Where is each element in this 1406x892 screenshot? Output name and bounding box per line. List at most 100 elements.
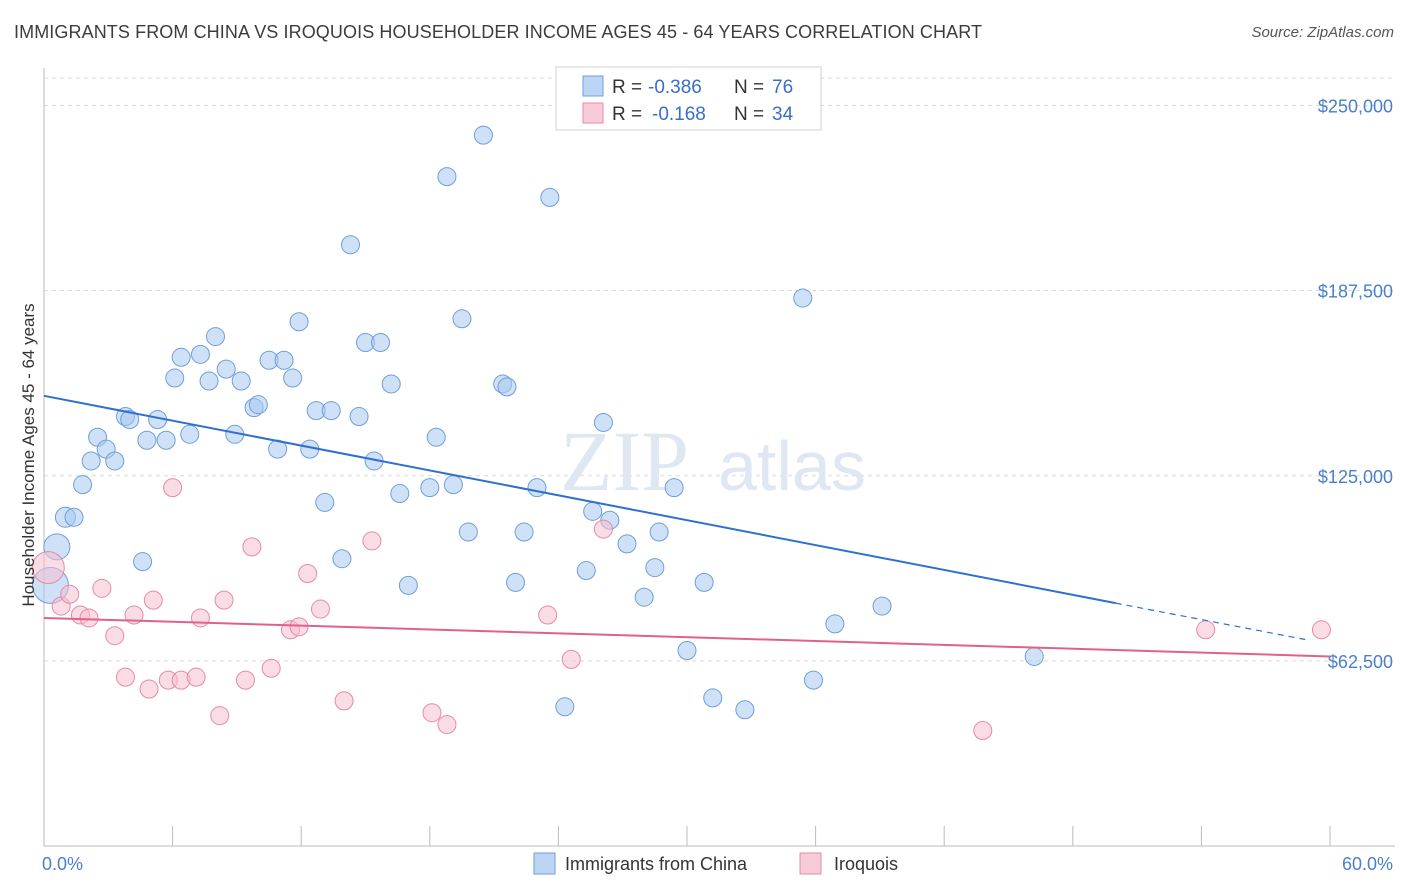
china-point [872, 596, 892, 616]
x-tick-label-max: 60.0% [1342, 854, 1393, 874]
legend-iroquois-r-label: R = [612, 104, 642, 125]
china-point [248, 395, 268, 415]
china-point [645, 558, 665, 578]
legend-iroquois-n-value: 34 [772, 104, 794, 125]
china-point [156, 430, 176, 450]
x-tick-label-min: 0.0% [42, 854, 83, 874]
source-label: Source: ZipAtlas.com [1251, 24, 1394, 41]
china-point [514, 522, 534, 542]
iroquois-point [422, 703, 442, 723]
iroquois-point [92, 578, 112, 598]
china-point [634, 587, 654, 607]
china-point [133, 552, 153, 572]
bottom-legend-iroquois-label: Iroquois [834, 854, 898, 874]
china-point [1024, 646, 1044, 666]
watermark-atlas: atlas [718, 427, 866, 505]
china-point [216, 359, 236, 379]
iroquois-point [538, 605, 558, 625]
china-point [426, 427, 446, 447]
china-point [437, 167, 457, 187]
iroquois-point [79, 608, 99, 628]
bottom-legend-swatch-iroquois [799, 852, 822, 875]
china-point [190, 344, 210, 364]
legend-swatch-iroquois [582, 102, 604, 124]
china-point [458, 522, 478, 542]
iroquois-point [242, 537, 262, 557]
china-point [664, 478, 684, 498]
iroquois-point [437, 715, 457, 735]
y-tick-label: $62,500 [1328, 652, 1393, 672]
iroquois-point [310, 599, 330, 619]
legend-china-r-label: R = [612, 77, 642, 98]
legend-china-n-label: N = [734, 77, 764, 98]
bottom-legend-china-label: Immigrants from China [565, 854, 748, 874]
china-point [443, 475, 463, 495]
chart-title: IMMIGRANTS FROM CHINA VS IROQUOIS HOUSEH… [14, 22, 983, 42]
china-point [677, 641, 697, 661]
legend-china-n-value: 76 [772, 77, 793, 98]
legend-swatch-china [582, 75, 604, 97]
y-tick-label: $250,000 [1318, 97, 1393, 117]
axes [43, 68, 1395, 847]
china-point [205, 327, 225, 347]
iroquois-point [973, 720, 993, 740]
china-point [694, 572, 714, 592]
y-tick-labels: $62,500 $125,000 $187,500 $250,000 [1318, 97, 1393, 672]
legend-iroquois-n-label: N = [734, 104, 764, 125]
iroquois-point [115, 667, 135, 687]
china-point [283, 368, 303, 388]
bottom-legend-swatch-china [533, 852, 556, 875]
china-point [390, 484, 410, 504]
china-point [64, 507, 84, 527]
correlation-legend: R = -0.386 N = 76 R = -0.168 N = 34 [555, 66, 822, 131]
grid-lines [44, 77, 1395, 662]
iroquois-point [139, 679, 159, 699]
china-trend-line [43, 394, 1116, 605]
china-point [583, 501, 603, 521]
china-point [617, 534, 637, 554]
china-point [540, 187, 560, 207]
iroquois-point [289, 617, 309, 637]
china-point [105, 451, 125, 471]
china-point [289, 312, 309, 332]
iroquois-points [31, 478, 1331, 740]
iroquois-point [105, 626, 125, 646]
y-axis-title: Householder Income Ages 45 - 64 years [19, 303, 38, 606]
iroquois-point [60, 584, 80, 604]
china-point [332, 549, 352, 569]
china-point [825, 614, 845, 634]
china-point [497, 377, 517, 397]
iroquois-point [124, 605, 144, 625]
china-point [120, 409, 140, 429]
china-point [555, 697, 575, 717]
china-point [452, 309, 472, 329]
china-point [735, 700, 755, 720]
iroquois-point [163, 478, 183, 498]
china-point [171, 347, 191, 367]
iroquois-point [143, 590, 163, 610]
china-point [649, 522, 669, 542]
iroquois-point [593, 519, 613, 539]
china-point [349, 407, 369, 427]
china-point [593, 412, 613, 432]
china-point [73, 475, 93, 495]
china-point [703, 688, 723, 708]
legend-iroquois-r-value: -0.168 [652, 104, 706, 125]
iroquois-point [1196, 620, 1216, 640]
china-point [137, 430, 157, 450]
china-point [473, 125, 493, 145]
iroquois-point [190, 608, 210, 628]
iroquois-point [210, 706, 230, 726]
watermark: ZIP atlas [560, 413, 866, 509]
iroquois-point [334, 691, 354, 711]
china-point [274, 350, 294, 370]
series-legend: Immigrants from China Iroquois [533, 852, 898, 875]
china-point [321, 401, 341, 421]
china-point [420, 478, 440, 498]
china-point [315, 492, 335, 512]
iroquois-point [214, 590, 234, 610]
iroquois-point [362, 531, 382, 551]
china-point [180, 424, 200, 444]
china-point [381, 374, 401, 394]
china-point [81, 451, 101, 471]
